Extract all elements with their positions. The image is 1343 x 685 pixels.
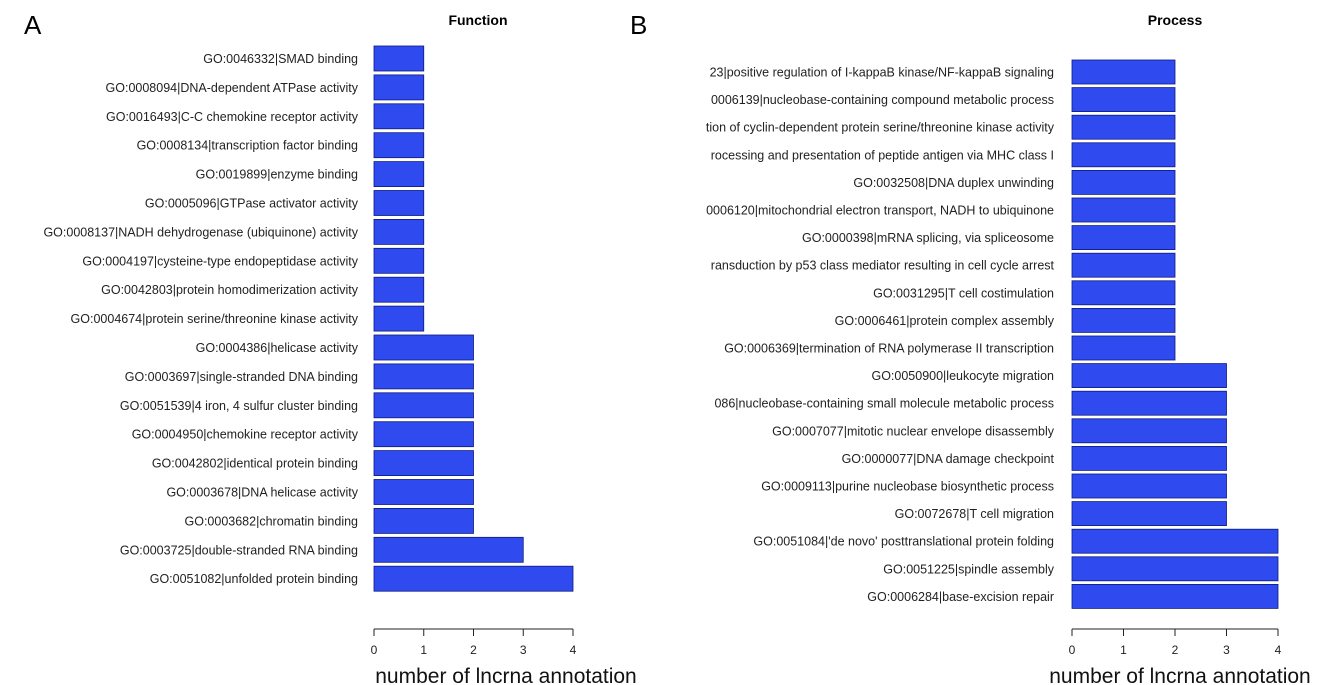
panel-a-category-label: GO:0003697|single-stranded DNA binding [125,370,358,384]
panel-a-bar [373,45,425,72]
panel-b-bar [1071,59,1176,85]
panel-a-category-label: GO:0042803|protein homodimerization acti… [101,283,359,297]
panel-a-category-label: GO:0003682|chromatin binding [185,514,359,528]
panel-b-category-label: GO:0000077|DNA damage checkpoint [842,452,1055,466]
panel-b-category-label: GO:0051084|'de novo' posttranslational p… [753,535,1054,549]
panel-a-x-tick-label: 2 [470,643,477,657]
panel-b-bar [1071,584,1279,609]
panel-a-x-tick-label: 0 [371,643,378,657]
panel-b-category-label: GO:0031295|T cell costimulation [873,286,1054,300]
panel-b-bar [1071,225,1176,251]
panel-a-letter: A [24,10,42,40]
panel-a-category-label: GO:0008094|DNA-dependent ATPase activity [106,81,359,95]
panel-b-category-label: 0006139|nucleobase-containing compound m… [711,93,1054,107]
panel-b-category-label: GO:0009113|purine nucleobase biosyntheti… [761,480,1054,494]
panel-a-category-label: GO:0004386|helicase activity [196,341,359,355]
panel-a-bar [373,305,425,332]
panel-b-x-axis-title: number of lncrna annotation [1049,665,1311,685]
panel-a-title: Function [448,12,507,28]
panel-b-letter: B [630,10,647,40]
panel-b-category-label: GO:0032508|DNA duplex unwinding [853,176,1054,190]
panel-a-category-label: GO:0016493|C-C chemokine receptor activi… [106,110,359,124]
panel-a-category-label: GO:0051082|unfolded protein binding [150,572,358,586]
panel-a-category-label: GO:0004950|chemokine receptor activity [132,428,359,442]
panel-a-function-chart: A Function GO:0046332|SMAD binding GO:000… [24,10,637,685]
panel-a-bar [373,218,425,245]
panel-a-x-tick-label: 3 [520,643,527,657]
panel-b-bar [1071,390,1227,416]
panel-b-bar [1071,169,1176,195]
panel-b-bar [1071,556,1279,582]
panel-a-bar [373,536,524,563]
panel-a-bar [373,421,474,448]
panel-a-category-label: GO:0004197|cysteine-type endopeptidase a… [82,254,358,268]
panel-b-bar [1071,335,1176,361]
panel-b-bar [1071,87,1176,112]
panel-b-category-label: GO:0051225|spindle assembly [883,562,1054,576]
panel-b-category-label: ransduction by p53 class mediator result… [711,259,1055,273]
panel-b-bar [1071,363,1227,389]
panel-a-category-label: GO:0003725|double-stranded RNA binding [120,543,358,557]
panel-b-category-label: rocessing and presentation of peptide an… [711,148,1054,162]
panel-a-bar [373,363,474,390]
panel-b-bar [1071,501,1227,527]
panel-b-category-label: 23|positive regulation of I-kappaB kinas… [710,66,1054,80]
panel-a-category-label: GO:0042802|identical protein binding [152,457,358,471]
panel-b-bar [1071,418,1227,444]
panel-b-process-chart: B Process 23|positive regulation of I-ka… [630,10,1311,685]
panel-a-x-tick-label: 4 [570,643,577,657]
panel-b-bar [1071,114,1176,140]
panel-b-bar [1071,445,1227,471]
panel-a-category-label: GO:0005096|GTPase activator activity [145,197,359,211]
panel-b-category-label: GO:0072678|T cell migration [895,507,1054,521]
panel-a-category-label: GO:0004674|protein serine/threonine kina… [71,312,359,326]
panel-b-bar [1071,197,1176,223]
panel-a-category-label: GO:0003678|DNA helicase activity [166,486,358,500]
panel-b-category-label: 0006120|mitochondrial electron transport… [706,204,1054,218]
panel-b-category-label: GO:0000398|mRNA splicing, via spliceosom… [802,231,1054,245]
panel-a-bar [373,161,425,188]
panel-b-bar [1071,528,1279,554]
panel-b-x-tick-label: 4 [1275,643,1282,657]
panel-a-bar [373,276,425,303]
panel-b-category-label: tion of cyclin-dependent protein serine/… [706,121,1055,135]
panel-a-bar [373,190,425,216]
panel-b-bar [1071,252,1176,278]
panel-a-bar [373,450,474,477]
panel-b-category-label: GO:0006369|termination of RNA polymerase… [724,342,1054,356]
panel-a-category-label: GO:0051539|4 iron, 4 sulfur cluster bind… [120,399,358,413]
panel-b-title: Process [1148,12,1203,28]
panel-b-x-tick-label: 1 [1120,643,1127,657]
panel-b-bar [1071,307,1176,333]
panel-b-category-label: 086|nucleobase-containing small molecule… [714,397,1054,411]
panel-a-bar [373,103,425,130]
panel-b-category-label: GO:0007077|mitotic nuclear envelope disa… [772,424,1055,438]
panel-a-bar [373,74,425,101]
panel-a-category-label: GO:0008134|transcription factor binding [137,139,358,153]
panel-a-bar [373,507,474,534]
panel-a-x-axis-title: number of lncrna annotation [375,665,637,685]
panel-a-bar [373,565,574,592]
panel-b-category-label: GO:0006461|protein complex assembly [835,314,1055,328]
panel-a-bar [373,392,474,419]
panel-b-x-tick-label: 2 [1172,643,1179,657]
panel-a-category-label: GO:0008137|NADH dehydrogenase (ubiquinon… [43,225,358,239]
panel-b-bar [1071,473,1227,499]
panel-a-bar [373,334,474,361]
panel-a-category-label: GO:0046332|SMAD binding [203,52,358,66]
panel-a-bar [373,132,425,159]
panel-b-category-label: GO:0006284|base-excision repair [867,590,1054,604]
panel-a-x-tick-label: 1 [420,643,427,657]
panel-b-bar [1071,142,1176,168]
panel-a-bar [373,247,425,274]
panel-b-x-tick-label: 3 [1223,643,1230,657]
panel-b-category-label: GO:0050900|leukocyte migration [871,369,1054,383]
panel-b-x-tick-label: 0 [1069,643,1076,657]
panel-b-bar [1071,280,1176,306]
panel-a-bar [373,479,474,505]
panel-a-category-label: GO:0019899|enzyme binding [196,168,358,182]
